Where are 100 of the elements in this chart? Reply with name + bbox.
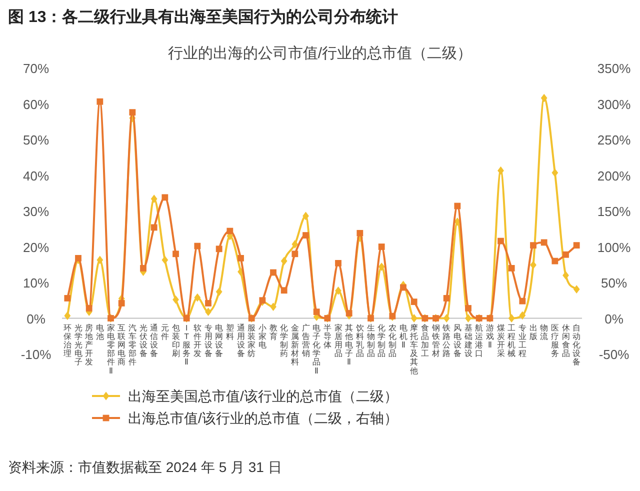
- point: [519, 311, 526, 320]
- x-tick-label: 农化制品: [388, 323, 396, 358]
- legend-label: 出海总市值/该行业的总市值（二级，右轴）: [128, 410, 398, 426]
- point: [292, 240, 298, 248]
- x-tick-label: 化学制品: [378, 323, 386, 358]
- x-tick-label: 风电设备: [453, 323, 462, 358]
- y-tick-label: 10%: [22, 276, 50, 290]
- y-tick-label: 50%: [22, 132, 50, 148]
- point: [400, 284, 406, 291]
- point: [356, 230, 364, 236]
- y-tick-label: 70%: [22, 61, 50, 76]
- point: [150, 224, 158, 231]
- x-tick-label: 医疗服务: [550, 323, 559, 358]
- x-tick-label: 铁路公路: [442, 323, 451, 358]
- x-tick-label: 生物制品: [366, 323, 375, 358]
- point: [86, 305, 92, 312]
- point: [530, 242, 536, 249]
- point: [552, 168, 558, 177]
- x-tick-label: 钢铁管材: [430, 323, 440, 358]
- x-tick-label: 服装家纺: [248, 323, 256, 358]
- point: [530, 260, 536, 270]
- point: [238, 254, 244, 262]
- x-tick-label: 教育: [269, 323, 278, 341]
- y2-tick-label: 150%: [597, 204, 632, 219]
- point: [410, 298, 418, 306]
- point: [443, 314, 450, 322]
- point: [562, 251, 569, 258]
- point: [443, 295, 450, 302]
- x-tick-label: 包装印刷: [172, 323, 180, 358]
- x-tick-label: 家电零部件Ⅱ: [106, 323, 115, 376]
- x-tick-label: 小家电: [258, 323, 266, 350]
- point: [292, 250, 298, 258]
- x-tick-label: 物流: [540, 323, 548, 341]
- x-tick-label: 家居用品: [334, 323, 342, 358]
- point: [410, 314, 418, 322]
- chart-title: 图 13：各二级行业具有出海至美国行为的公司分布统计: [8, 7, 398, 26]
- point: [140, 265, 146, 272]
- x-tick-label: 游戏Ⅱ: [486, 323, 494, 350]
- x-tick-label: 饮料乳品: [354, 323, 364, 358]
- x-tick-label: 塑料: [226, 323, 234, 341]
- y-tick-label: 20%: [22, 240, 50, 255]
- text: 资料来源：市值数据截至 2024 年 5 月 31 日: [8, 459, 282, 475]
- point: [302, 232, 309, 239]
- legend-label: 出海至美国总市值/该行业的总市值（二级）: [128, 388, 398, 404]
- x-tick-label: 半导体: [323, 323, 332, 350]
- x-tick-label: 互联网电商: [118, 323, 126, 367]
- x-tick-label: 出版: [529, 323, 538, 341]
- y2-tick-label: 100%: [597, 240, 632, 255]
- point: [540, 239, 548, 246]
- point: [226, 228, 234, 234]
- x-tick-label: 软件开发: [193, 323, 202, 358]
- point: [172, 250, 179, 258]
- x-tick-label: 电子化学品Ⅱ: [312, 323, 321, 376]
- x-tick-label: 化学制药: [280, 323, 288, 358]
- point: [216, 246, 222, 252]
- point: [118, 300, 125, 306]
- y-tick-label: 0%: [26, 311, 46, 326]
- point: [270, 269, 276, 276]
- x-tick-label: 煤炭开采: [496, 323, 505, 358]
- y2-tick-label: 50%: [600, 276, 628, 290]
- y-tick-label: 40%: [22, 168, 50, 184]
- x-tick-label: 摩托车及其他: [409, 323, 418, 376]
- x-tick-label: 电池: [96, 323, 104, 341]
- point: [508, 265, 515, 272]
- point: [64, 295, 71, 302]
- y2-tick-label: 250%: [597, 132, 632, 148]
- point: [313, 308, 320, 316]
- point: [378, 244, 385, 250]
- y2-tick-label: 300%: [597, 96, 632, 112]
- point: [519, 298, 526, 304]
- point: [129, 109, 136, 116]
- point: [194, 242, 201, 250]
- point: [552, 258, 558, 264]
- point: [465, 314, 472, 322]
- point: [75, 254, 82, 262]
- x-tick-label: 金属新材料: [290, 323, 299, 367]
- point: [194, 293, 201, 302]
- x-tick-label: 基础建设: [463, 323, 472, 358]
- point: [96, 256, 104, 264]
- point: [280, 256, 288, 266]
- y-tick-label: -10%: [20, 347, 52, 362]
- point: [498, 166, 504, 175]
- point: [270, 302, 276, 312]
- y2-tick-label: -50%: [598, 347, 630, 362]
- x-tick-label: 通信设备: [150, 323, 158, 358]
- chart-subtitle: 行业的出海的公司市值/行业的总市值（二级）: [168, 45, 472, 62]
- point: [498, 238, 504, 244]
- point: [335, 260, 342, 266]
- x-tick-label: 食品加工: [420, 323, 429, 358]
- x-tick-label: 元件: [160, 323, 169, 341]
- point: [302, 212, 309, 220]
- x-tick-label: 休闲食品: [562, 323, 570, 358]
- x-tick-label: 专用设备: [204, 323, 212, 358]
- point: [216, 288, 222, 296]
- x-tick-label: 工程机械: [508, 323, 516, 358]
- x-tick-label: 自动化设备: [572, 323, 581, 367]
- point: [172, 295, 179, 304]
- y2-tick-label: 200%: [597, 168, 632, 184]
- x-tick-label: 电网设备: [215, 323, 224, 358]
- x-tick-label: 房地产开发: [84, 323, 94, 367]
